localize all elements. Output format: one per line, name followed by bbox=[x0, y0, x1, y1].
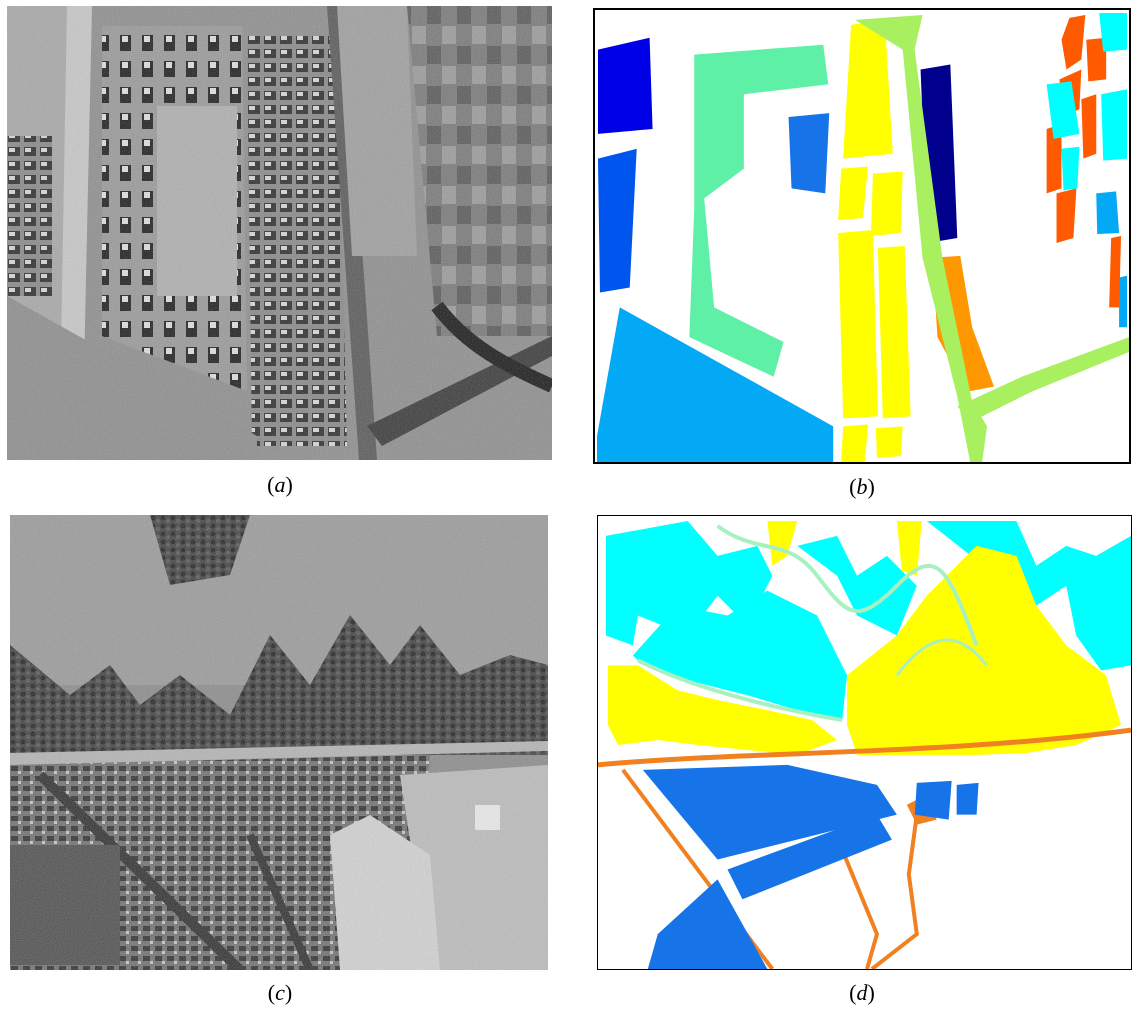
region-blue-1 bbox=[597, 37, 653, 134]
road-orange-4 bbox=[870, 814, 919, 969]
segmentation-map-d-graphic bbox=[598, 516, 1131, 969]
region-red-orange-5 bbox=[1086, 37, 1107, 82]
region-yellow-2 bbox=[896, 520, 922, 576]
region-cyan-1 bbox=[1099, 12, 1128, 52]
region-light-green-path-3 bbox=[895, 638, 988, 677]
region-light-green-path-1 bbox=[716, 524, 979, 647]
region-cyan-2 bbox=[1046, 81, 1080, 139]
region-dodger-blue-3 bbox=[647, 879, 768, 969]
segmentation-map-b bbox=[593, 8, 1131, 464]
region-light-green-path-2 bbox=[636, 658, 843, 723]
region-cyan-2 bbox=[632, 590, 848, 721]
road-orange-3 bbox=[840, 848, 880, 969]
region-yellow-2 bbox=[838, 166, 868, 221]
region-dodger-blue-2 bbox=[727, 814, 892, 900]
region-cyan-4 bbox=[1101, 89, 1128, 161]
region-red-orange-1 bbox=[1061, 14, 1086, 70]
segmentation-map-b-graphic bbox=[595, 10, 1129, 462]
panel-caption-a: (a) bbox=[267, 472, 293, 497]
region-yellow-3 bbox=[870, 171, 903, 236]
segmentation-map-d bbox=[597, 515, 1132, 970]
satellite-image-a bbox=[7, 6, 552, 460]
region-yellow-5 bbox=[877, 245, 911, 419]
satellite-image-c bbox=[10, 515, 548, 970]
region-red-orange-4 bbox=[1056, 188, 1077, 243]
region-dodger-blue-1 bbox=[642, 764, 897, 860]
region-sky-blue-1 bbox=[596, 307, 834, 462]
region-yellow-1 bbox=[767, 520, 798, 566]
region-cyan-3 bbox=[797, 535, 917, 636]
panel-caption-d: (d) bbox=[849, 980, 875, 1005]
region-sky-blue-3 bbox=[1119, 275, 1128, 328]
region-dodger-blue-5 bbox=[956, 782, 979, 815]
satellite-image-a-graphic bbox=[7, 6, 552, 460]
region-yellow-6 bbox=[841, 424, 868, 462]
region-yellow-4 bbox=[838, 230, 878, 419]
region-yellow-7 bbox=[875, 426, 903, 459]
region-light-green-road bbox=[855, 14, 988, 462]
region-red-orange-6 bbox=[1081, 94, 1097, 159]
panel-caption-c: (c) bbox=[267, 980, 293, 1005]
region-yellow-4 bbox=[847, 545, 1122, 755]
region-sky-blue-2 bbox=[1096, 191, 1120, 235]
region-aquamarine-1 bbox=[689, 44, 829, 377]
satellite-image-c-graphic bbox=[10, 515, 548, 970]
panel-caption-b: (b) bbox=[849, 474, 875, 499]
region-dodger-blue-4 bbox=[914, 780, 952, 820]
region-red-orange-3 bbox=[1046, 123, 1062, 194]
road-orange-1 bbox=[598, 727, 1131, 768]
region-light-green-road-2 bbox=[957, 337, 1129, 422]
region-red-orange-7 bbox=[1109, 236, 1122, 308]
region-yellow-3 bbox=[607, 665, 838, 755]
region-dodger-blue-1 bbox=[788, 113, 830, 194]
region-cyan-1 bbox=[605, 520, 773, 646]
region-cyan-3 bbox=[1061, 146, 1080, 191]
region-yellow-1 bbox=[843, 19, 893, 159]
region-royal-blue-1 bbox=[597, 148, 637, 293]
